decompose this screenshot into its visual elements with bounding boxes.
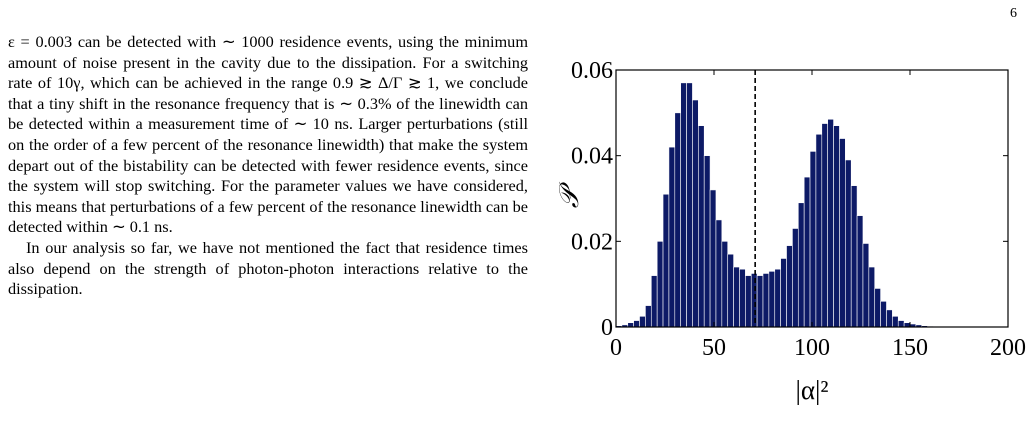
bars-group	[615, 82, 1005, 328]
y-tick-label: 0.04	[571, 144, 613, 170]
y-tick-label: 0.02	[571, 229, 613, 255]
histogram-bar	[745, 275, 752, 328]
x-tick-label: 150	[892, 335, 928, 361]
histogram-bar	[903, 322, 911, 328]
histogram-bar	[886, 309, 893, 328]
histogram-bar	[656, 241, 664, 328]
y-tick-label: 0.06	[571, 58, 613, 84]
histogram-bar	[839, 138, 846, 328]
histogram-bar	[850, 185, 858, 328]
histogram-bar	[680, 82, 687, 328]
histogram-bar	[815, 133, 823, 328]
histogram-bar	[750, 273, 758, 328]
histogram-bar	[792, 228, 799, 328]
histogram-bar	[668, 146, 676, 328]
histogram-bar	[833, 125, 840, 328]
tick-labels-group: 0 50 100 150 200 0 0.02 0.04 0.06	[571, 58, 1026, 361]
histogram-bar	[692, 99, 699, 328]
histogram-bar	[862, 243, 870, 328]
x-tick-label: 50	[702, 335, 726, 361]
histogram-bar	[633, 320, 640, 328]
histogram-bar	[645, 305, 652, 328]
histogram-bar	[686, 82, 693, 328]
x-tick-label: 0	[610, 335, 622, 361]
y-axis-label: 𝒫	[554, 181, 584, 208]
histogram-bar	[739, 268, 746, 328]
histogram-bar	[627, 322, 634, 328]
histogram-bar	[709, 189, 717, 328]
histogram-bar	[662, 193, 670, 328]
histogram-bar	[727, 253, 734, 328]
histogram-bar	[786, 245, 793, 328]
ticks-group	[615, 69, 1009, 328]
body-text: ε = 0.003 can be detected with ∼ 1000 re…	[8, 32, 528, 300]
histogram-bar	[856, 215, 864, 328]
histogram-bar	[874, 288, 881, 328]
histogram-bar	[768, 271, 776, 328]
histogram-bar	[639, 315, 646, 328]
histogram-bar	[715, 219, 723, 328]
histogram-bar	[827, 118, 834, 328]
histogram-chart: 0 50 100 150 200 0 0.02 0.04 0.06 𝒫 |α|²	[554, 58, 1026, 405]
histogram-bar	[809, 151, 817, 328]
y-tick-label: 0	[601, 315, 613, 341]
paragraph-1: ε = 0.003 can be detected with ∼ 1000 re…	[8, 32, 528, 237]
histogram-bar	[845, 159, 852, 328]
histogram-bar	[733, 266, 740, 328]
x-axis-label: |α|²	[795, 375, 828, 405]
histogram-bar	[880, 301, 887, 328]
histogram-bar	[797, 202, 805, 328]
histogram-bar	[892, 315, 899, 328]
page-number: 6	[1010, 6, 1017, 21]
histogram-bar	[756, 275, 764, 328]
histogram-bar	[721, 241, 729, 328]
histogram-bar	[703, 155, 711, 328]
histogram-bar	[821, 123, 828, 328]
histogram-bar	[650, 275, 658, 328]
histogram-bar	[897, 320, 905, 328]
histogram-bar	[780, 258, 787, 328]
histogram-bar	[698, 125, 705, 328]
paragraph-2: In our analysis so far, we have not ment…	[8, 237, 528, 299]
histogram-bar	[774, 268, 781, 328]
histogram-bar	[803, 176, 811, 328]
x-tick-label: 100	[794, 335, 830, 361]
histogram-bar	[762, 273, 770, 328]
histogram-figure: 0 50 100 150 200 0 0.02 0.04 0.06 𝒫 |α|²	[548, 50, 1028, 439]
histogram-bar	[868, 266, 876, 328]
x-tick-label: 200	[990, 335, 1026, 361]
histogram-bar	[674, 112, 681, 328]
